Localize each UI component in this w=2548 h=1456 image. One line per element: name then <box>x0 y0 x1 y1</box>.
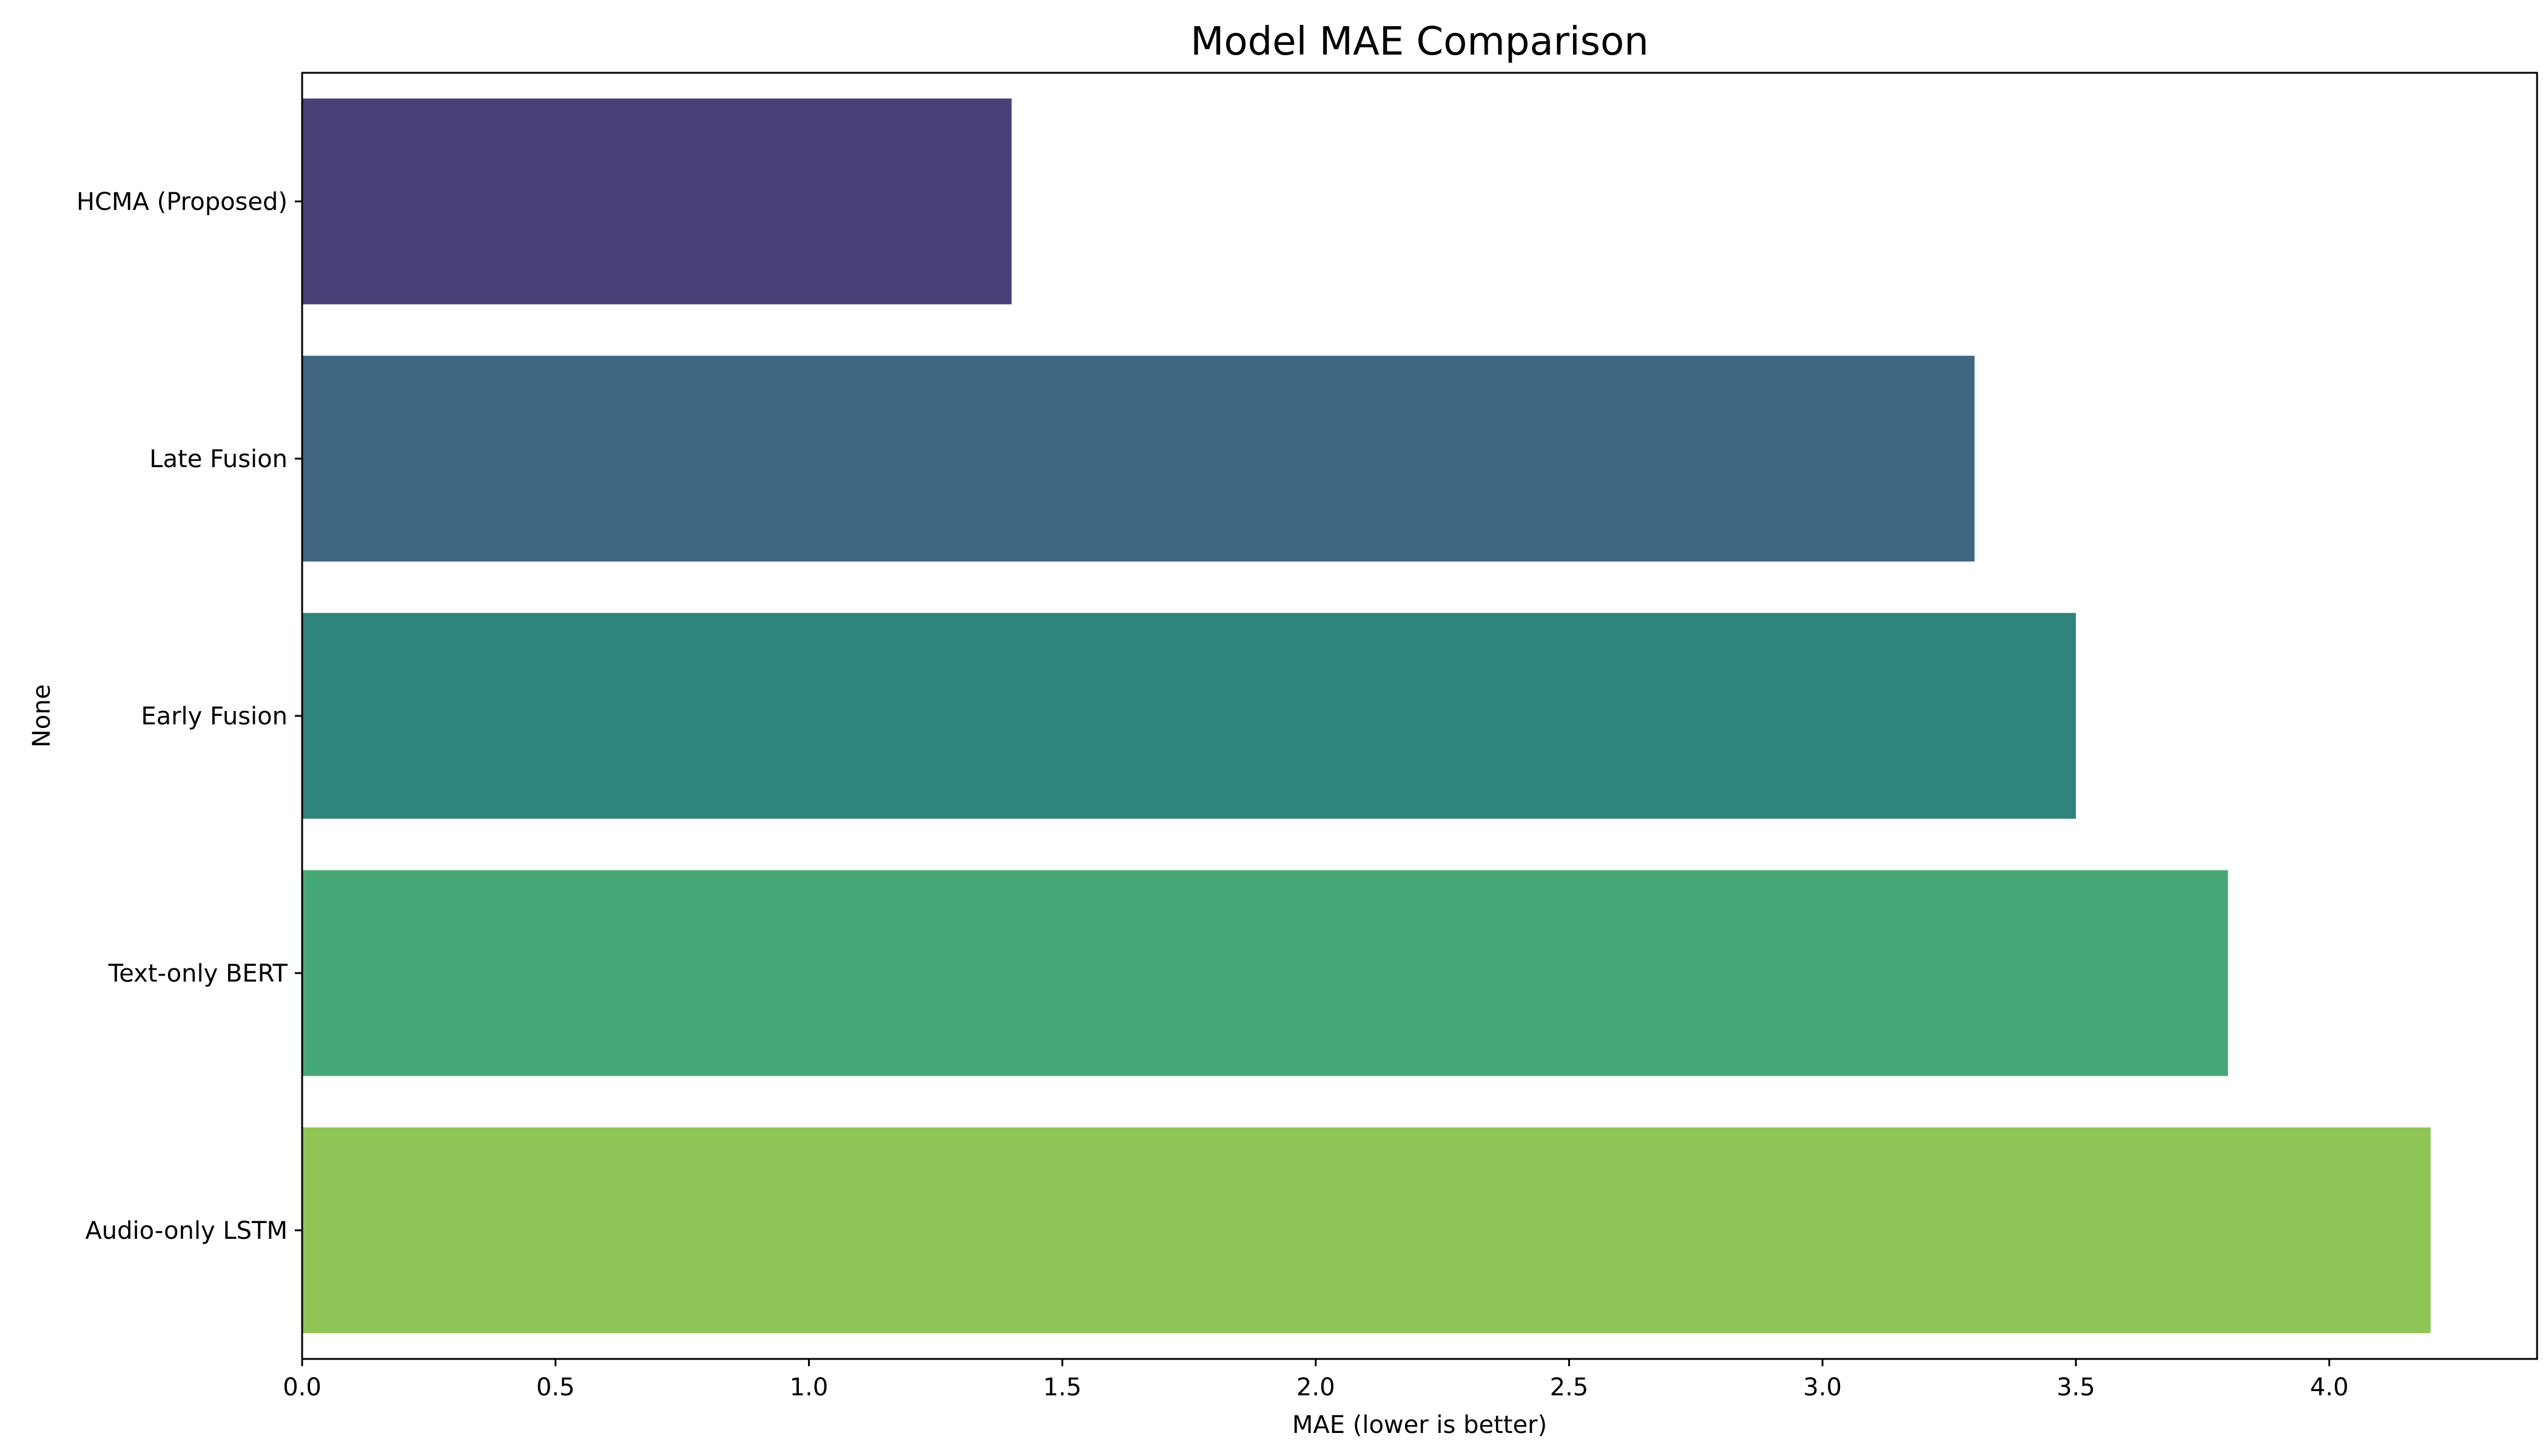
y-axis-label: None <box>28 684 56 747</box>
x-tick-label: 3.5 <box>2057 1373 2095 1401</box>
y-tick-label: Early Fusion <box>141 703 288 730</box>
bar-0 <box>302 98 1012 305</box>
chart-title: Model MAE Comparison <box>1190 19 1648 64</box>
bar-4 <box>302 1127 2431 1333</box>
y-tick-label: Text-only BERT <box>108 960 288 988</box>
bar-3 <box>302 870 2228 1076</box>
x-tick-label: 0.0 <box>283 1373 322 1401</box>
x-tick-label: 3.0 <box>1803 1373 1842 1401</box>
x-tick-label: 1.0 <box>790 1373 829 1401</box>
y-tick-label: HCMA (Proposed) <box>76 188 288 216</box>
bars <box>302 98 2431 1333</box>
y-tick-label: Late Fusion <box>149 445 288 473</box>
x-axis-ticks: 0.0 0.5 1.0 1.5 2.0 2.5 3.0 3.5 4.0 <box>283 1359 2348 1401</box>
x-tick-label: 0.5 <box>536 1373 575 1401</box>
x-tick-label: 1.5 <box>1043 1373 1082 1401</box>
y-axis-ticks: HCMA (Proposed) Late Fusion Early Fusion Te… <box>76 188 302 1245</box>
x-tick-label: 4.0 <box>2310 1373 2349 1401</box>
x-axis-label: MAE (lower is better) <box>1292 1411 1547 1439</box>
y-tick-label: Audio-only LSTM <box>85 1217 288 1245</box>
bar-2 <box>302 613 2076 819</box>
bar-1 <box>302 356 1975 562</box>
x-tick-label: 2.5 <box>1550 1373 1589 1401</box>
x-tick-label: 2.0 <box>1296 1373 1335 1401</box>
